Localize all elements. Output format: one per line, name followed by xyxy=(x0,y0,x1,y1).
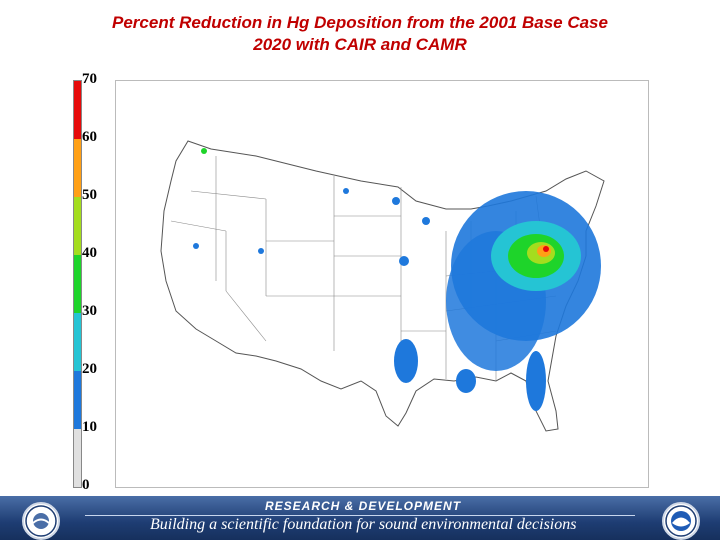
colorbar-segment-20-30 xyxy=(74,313,81,371)
map-title: Percent Reduction in Hg Deposition from … xyxy=(0,12,720,56)
map-title-line1: Percent Reduction in Hg Deposition from … xyxy=(112,13,608,32)
colorbar-segment-60-70 xyxy=(74,81,81,139)
tick-label: 70 xyxy=(82,71,97,87)
map-title-line2: 2020 with CAIR and CAMR xyxy=(253,35,467,54)
us-map-svg xyxy=(160,140,605,432)
colorbar-segment-50-60 xyxy=(74,139,81,197)
colorbar xyxy=(73,80,82,488)
colorbar-segment-30-40 xyxy=(74,255,81,313)
colorbar-segment-40-50 xyxy=(74,197,81,255)
colorbar-ticks: 70 60 50 40 30 20 10 0 xyxy=(82,0,112,540)
tick-label: 60 xyxy=(82,129,97,145)
footer-banner: RESEARCH & DEVELOPMENT Building a scient… xyxy=(0,496,720,540)
epa-seal-icon xyxy=(22,502,60,540)
colorbar-segment-10-20 xyxy=(74,371,81,429)
reduction-blobs xyxy=(193,148,601,411)
footer-tagline: Building a scientific foundation for sou… xyxy=(150,516,577,533)
noaa-logo-icon xyxy=(662,502,700,540)
tick-label: 50 xyxy=(82,187,97,203)
tick-label: 10 xyxy=(82,419,97,435)
footer-heading: RESEARCH & DEVELOPMENT xyxy=(265,499,462,513)
footer-divider xyxy=(85,515,635,516)
us-deposition-map xyxy=(115,80,649,488)
tick-label: 0 xyxy=(82,477,90,493)
colorbar-segment-0-10 xyxy=(74,429,81,487)
tick-label: 30 xyxy=(82,303,97,319)
tick-label: 40 xyxy=(82,245,97,261)
tick-label: 20 xyxy=(82,361,97,377)
